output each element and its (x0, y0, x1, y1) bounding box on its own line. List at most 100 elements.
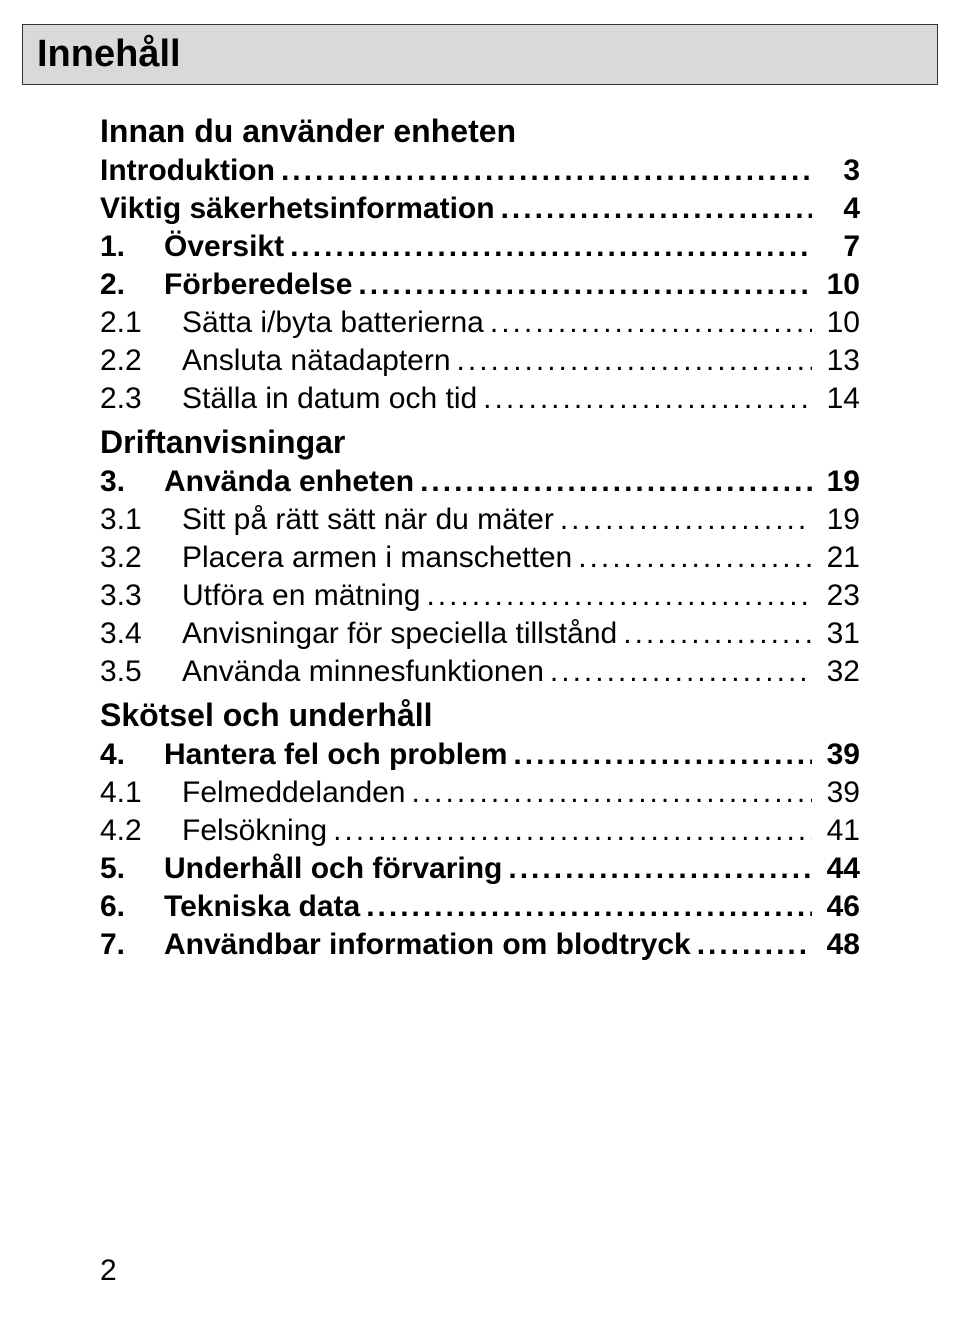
toc-leader: ........................................… (502, 852, 812, 886)
toc-page: 7 (812, 230, 860, 264)
toc-label: Sitt på rätt sätt när du mäter (182, 503, 554, 537)
toc-leader: ........................................… (617, 617, 812, 651)
toc-leader: ........................................… (554, 503, 812, 537)
toc-row: Introduktion............................… (100, 154, 860, 188)
toc-label: Använda enheten (164, 465, 414, 499)
toc-row: 3.4 Anvisningar för speciella tillstånd..… (100, 617, 860, 651)
toc-label: Felmeddelanden (182, 776, 406, 810)
page-title: Innehåll (37, 33, 923, 76)
toc-leader: ........................................… (284, 230, 812, 264)
toc-page: 39 (812, 738, 860, 772)
toc-number: 4.2 (100, 814, 162, 848)
toc-leader: ........................................… (484, 306, 812, 340)
toc-row: 3.5 Använda minnesfunktionen.............… (100, 655, 860, 689)
toc-row: 4.2 Felsökning...........................… (100, 814, 860, 848)
toc-row: 4. Hantera fel och problem...............… (100, 738, 860, 772)
toc-row: 2.2 Ansluta nätadaptern..................… (100, 344, 860, 378)
toc-leader: ........................................… (691, 928, 812, 962)
toc-page: 21 (812, 541, 860, 575)
header-bar: Innehåll (22, 24, 938, 85)
document-page: Innehåll Innan du använder enheten Introd… (0, 24, 960, 1324)
toc-page: 13 (812, 344, 860, 378)
toc-section-head: Innan du använder enheten (100, 113, 860, 150)
toc-label: Användbar information om blodtryck (164, 928, 691, 962)
toc-leader: ........................................… (406, 776, 813, 810)
toc-page: 10 (812, 268, 860, 302)
toc-page: 23 (812, 579, 860, 613)
toc-number: 7. (100, 928, 144, 962)
page-number: 2 (100, 1254, 117, 1288)
toc-number: 1. (100, 230, 144, 264)
toc-page: 32 (812, 655, 860, 689)
toc-leader: ........................................… (451, 344, 812, 378)
toc-label: Utföra en mätning (182, 579, 420, 613)
toc-row: 2.1 Sätta i/byta batterierna.............… (100, 306, 860, 340)
toc-leader: ........................................… (414, 465, 812, 499)
toc-number: 6. (100, 890, 144, 924)
toc-page: 31 (812, 617, 860, 651)
toc-number: 3.4 (100, 617, 162, 651)
toc-leader: ........................................… (477, 382, 812, 416)
toc-leader: ........................................… (352, 268, 812, 302)
toc-page: 46 (812, 890, 860, 924)
toc-label: Sätta i/byta batterierna (182, 306, 484, 340)
toc-row: 3.3 Utföra en mätning....................… (100, 579, 860, 613)
toc-page: 4 (812, 192, 860, 226)
toc-page: 48 (812, 928, 860, 962)
toc-label: Ställa in datum och tid (182, 382, 477, 416)
table-of-contents: Innan du använder enheten Introduktion...… (100, 113, 860, 962)
toc-section-head: Driftanvisningar (100, 424, 860, 461)
toc-page: 19 (812, 465, 860, 499)
toc-row: 1. Översikt..............................… (100, 230, 860, 264)
toc-label: Underhåll och förvaring (164, 852, 502, 886)
toc-number: 3.2 (100, 541, 162, 575)
toc-leader: ........................................… (420, 579, 812, 613)
toc-leader: ........................................… (327, 814, 812, 848)
toc-number: 3.3 (100, 579, 162, 613)
toc-number: 2. (100, 268, 144, 302)
toc-row: 3.2Placera armen i manschetten..........… (100, 541, 860, 575)
toc-page: 39 (812, 776, 860, 810)
toc-page: 41 (812, 814, 860, 848)
toc-label: Ansluta nätadaptern (182, 344, 451, 378)
toc-leader: ........................................… (360, 890, 812, 924)
toc-row: 2.3 Ställa in datum och tid..............… (100, 382, 860, 416)
toc-row: 3. Använda enheten.......................… (100, 465, 860, 499)
toc-row: 4.1 Felmeddelanden.......................… (100, 776, 860, 810)
toc-number: 3.5 (100, 655, 162, 689)
toc-leader: ........................................… (275, 154, 812, 188)
toc-number: 2.2 (100, 344, 162, 378)
toc-label: Tekniska data (164, 890, 360, 924)
toc-number: 5. (100, 852, 144, 886)
toc-leader: ........................................… (544, 655, 812, 689)
toc-leader: ........................................… (507, 738, 812, 772)
toc-number: 4.1 (100, 776, 162, 810)
toc-number: 3. (100, 465, 144, 499)
toc-row: 2. Förberedelse..........................… (100, 268, 860, 302)
toc-row: 5. Underhåll och förvaring...............… (100, 852, 860, 886)
toc-label: Använda minnesfunktionen (182, 655, 544, 689)
toc-label: Felsökning (182, 814, 327, 848)
toc-page: 44 (812, 852, 860, 886)
toc-number: 2.1 (100, 306, 162, 340)
toc-leader: ........................................… (495, 192, 812, 226)
toc-row: Viktig säkerhetsinformation.............… (100, 192, 860, 226)
toc-label: Introduktion (100, 154, 275, 188)
toc-page: 14 (812, 382, 860, 416)
toc-row: 6. Tekniska data.........................… (100, 890, 860, 924)
toc-label: Viktig säkerhetsinformation (100, 192, 495, 226)
toc-number: 4. (100, 738, 144, 772)
toc-page: 3 (812, 154, 860, 188)
toc-label: Översikt (164, 230, 284, 264)
toc-page: 19 (812, 503, 860, 537)
toc-leader: ........................................… (572, 541, 812, 575)
toc-section-head: Skötsel och underhåll (100, 697, 860, 734)
toc-number: 2.3 (100, 382, 162, 416)
toc-row: 7. Användbar information om blodtryck....… (100, 928, 860, 962)
toc-row: 3.1 Sitt på rätt sätt när du mäter.......… (100, 503, 860, 537)
toc-page: 10 (812, 306, 860, 340)
toc-number: 3.1 (100, 503, 162, 537)
toc-label: Hantera fel och problem (164, 738, 507, 772)
toc-label: Anvisningar för speciella tillstånd (182, 617, 617, 651)
toc-label: Förberedelse (164, 268, 352, 302)
